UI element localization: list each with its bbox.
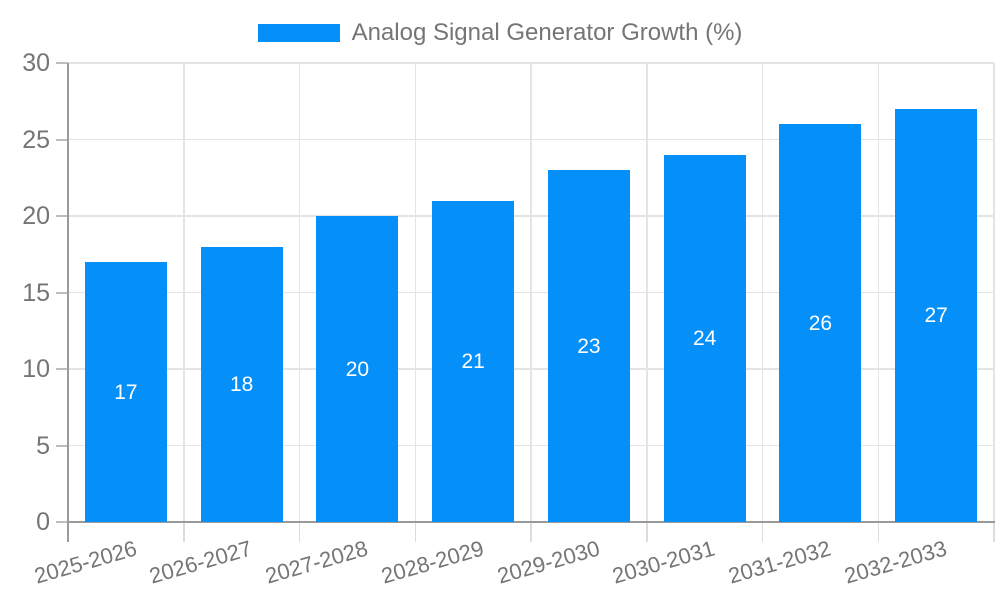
x-axis-tick bbox=[183, 522, 185, 542]
x-axis-tick bbox=[298, 522, 301, 542]
v-gridline bbox=[298, 63, 301, 522]
bar bbox=[663, 154, 746, 522]
legend-swatch bbox=[257, 24, 340, 42]
bar-value-label: 20 bbox=[345, 358, 370, 381]
x-tick-label: 2028-2029 bbox=[378, 535, 487, 589]
x-tick-label: 2029-2030 bbox=[494, 535, 603, 589]
x-tick-label: 2025-2026 bbox=[31, 535, 140, 589]
x-axis-tick bbox=[761, 522, 764, 542]
x-tick-label: 2032-2033 bbox=[841, 535, 950, 589]
bar bbox=[316, 216, 399, 522]
bar-value-label: 17 bbox=[114, 380, 138, 404]
legend-label: Analog Signal Generator Growth (%) bbox=[351, 19, 743, 46]
bar-value-label: 23 bbox=[577, 335, 601, 359]
bar-value-label: 26 bbox=[808, 312, 833, 336]
y-tick-label: 5 bbox=[36, 431, 50, 460]
x-tick-label: 2030-2031 bbox=[609, 535, 718, 589]
y-tick-label: 25 bbox=[22, 125, 50, 154]
v-gridline bbox=[646, 63, 648, 522]
y-tick-label: 15 bbox=[22, 278, 50, 307]
x-axis-tick bbox=[993, 522, 995, 542]
y-tick-label: 10 bbox=[22, 355, 50, 383]
bar-value-label: 27 bbox=[924, 304, 948, 328]
x-axis-tick bbox=[877, 522, 879, 542]
bar bbox=[895, 108, 978, 522]
bar bbox=[779, 124, 862, 522]
bar-value-label: 18 bbox=[229, 373, 254, 397]
x-axis-tick bbox=[414, 522, 416, 542]
y-tick-label: 30 bbox=[22, 49, 50, 77]
x-tick-label: 2026-2027 bbox=[146, 535, 255, 589]
y-axis-tick bbox=[56, 521, 68, 523]
v-gridline bbox=[993, 63, 995, 522]
x-tick-label: 2027-2028 bbox=[262, 535, 371, 589]
bar-value-label: 24 bbox=[692, 327, 717, 351]
y-axis-tick bbox=[56, 368, 68, 370]
x-axis-line bbox=[67, 521, 995, 523]
v-gridline bbox=[877, 63, 879, 522]
y-axis-tick bbox=[56, 138, 68, 141]
v-gridline bbox=[414, 63, 416, 522]
x-tick-label: 2031-2032 bbox=[725, 535, 834, 589]
x-axis-tick bbox=[646, 522, 648, 542]
y-axis-tick bbox=[56, 215, 68, 217]
y-axis-tick bbox=[56, 291, 68, 294]
bar bbox=[547, 170, 630, 522]
y-axis-tick bbox=[56, 444, 68, 447]
v-gridline bbox=[530, 63, 532, 522]
bar bbox=[432, 200, 515, 522]
legend-item[interactable]: Analog Signal Generator Growth (%) bbox=[0, 19, 1000, 47]
bar bbox=[84, 261, 167, 522]
v-gridline bbox=[761, 63, 764, 522]
y-tick-label: 0 bbox=[36, 508, 50, 536]
bar bbox=[200, 246, 283, 522]
v-gridline bbox=[183, 63, 185, 522]
y-axis-line bbox=[67, 63, 69, 542]
bar-value-label: 21 bbox=[461, 350, 485, 374]
y-tick-label: 20 bbox=[22, 202, 50, 230]
x-axis-tick bbox=[530, 522, 532, 542]
y-axis-tick bbox=[56, 62, 68, 64]
